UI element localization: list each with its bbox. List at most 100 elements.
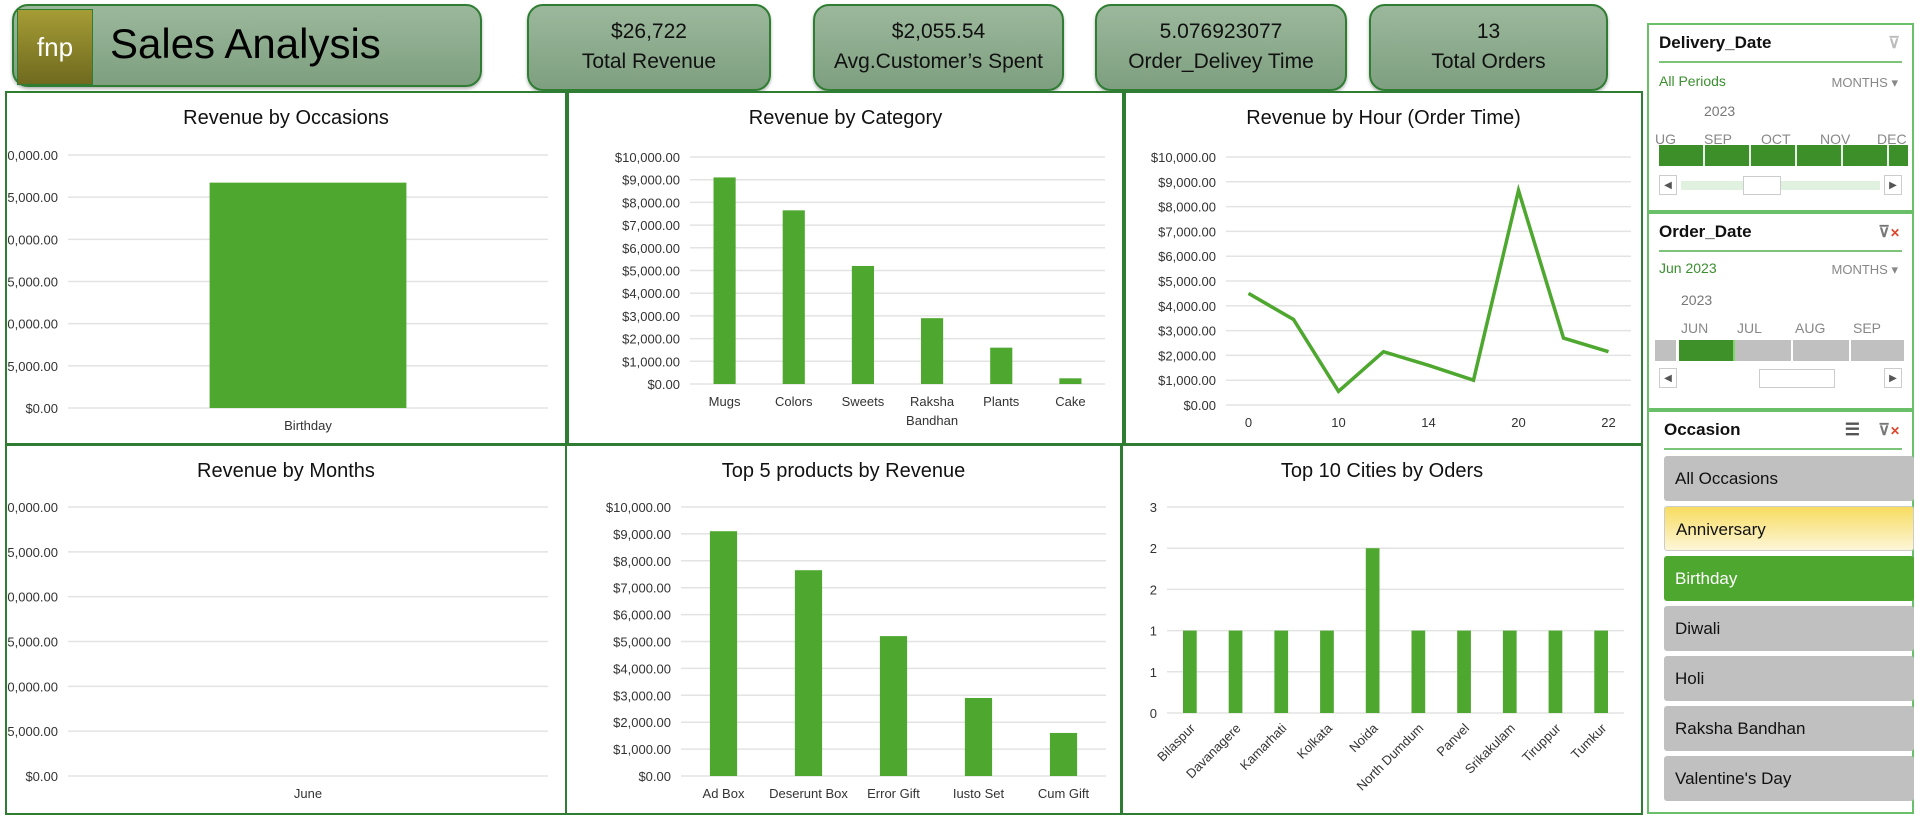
x-tick-label: 22 [1601,415,1615,430]
month-label: NOV [1820,131,1851,147]
chart-svg: $0.00 $1,000.00 $2,000.00 $3,000.00 $4,000.0… [1151,150,1631,430]
x-tick-label: Colors [775,394,813,409]
y-tick-label: $5,000.00 [622,264,680,279]
timeline-year: 2023 [1704,103,1736,119]
chart-top-products[interactable]: Top 5 products by Revenue $0.00 $1,000.00 $… [565,444,1122,815]
y-tick-label: $30,000.00 [7,148,58,163]
kpi-value: $2,055.54 [891,20,986,43]
x-tick-label: Kolkata [1294,720,1336,762]
x-tick-label-line: Raksha [910,394,955,409]
y-tick-label: $10,000.00 [7,317,58,332]
slicer-title: Occasion [1664,420,1741,439]
chart-revenue-by-category[interactable]: Revenue by Category $0.00 $1,000.00 $2,000.… [567,91,1124,445]
y-tick-label: $4,000.00 [1158,299,1216,314]
scroll-thumb[interactable] [1759,369,1835,388]
month-label: SEP [1704,131,1733,147]
bar [851,265,874,384]
slicer-order-date[interactable]: Order_Date ⊽✕ Jun 2023 MONTHS ▾ 2023 JUN … [1647,212,1914,410]
x-tick-label: Panvel [1433,720,1472,759]
month-label: AUG [1795,320,1826,336]
x-tick-label: Plants [983,394,1020,409]
y-tick-label: 2 [1150,582,1157,597]
y-tick-label: $10,000.00 [606,500,671,515]
y-tick-label: $1,000.00 [1158,373,1216,388]
clear-filter-icon[interactable]: ⊽✕ [1878,422,1900,439]
multi-select-icon[interactable]: ☰ [1844,420,1860,439]
scroll-right-icon[interactable]: ▶ [1884,368,1902,388]
timeline-scrollbar[interactable]: ◀ ▶ [1659,175,1902,195]
x-tick-label: 0 [1245,415,1252,430]
y-tick-label: $0.00 [25,769,58,784]
x-tick-label: Raksha Bandhan [906,394,958,428]
y-tick-label: $5,000.00 [7,359,58,374]
occasion-item[interactable]: Raksha Bandhan [1664,706,1914,751]
chart-revenue-by-hour[interactable]: Revenue by Hour (Order Time) $0.00 $1,000.… [1124,91,1643,445]
occasion-item[interactable]: Anniversary [1664,506,1914,551]
x-tick-label: Deserunt Box [769,786,848,801]
y-tick-label: $9,000.00 [1158,175,1216,190]
dropdown-arrow-icon: ▾ [1891,75,1898,90]
chart-revenue-by-occasions[interactable]: Revenue by Occasions $0.00 $5,000.00 $10,00… [5,91,567,445]
chart-title: Top 10 Cities by Oders [1280,460,1484,482]
slicer-header: Order_Date ⊽✕ [1659,222,1902,252]
x-tick-label: Tiruppur [1519,720,1564,765]
timeline-level-dropdown[interactable]: MONTHS ▾ [1832,262,1899,278]
scroll-right-icon[interactable]: ▶ [1884,175,1902,195]
chart-svg: $0.00 $1,000.00 $2,000.00 $3,000.00 $4,000.0… [606,500,1106,801]
kpi-label: Total Orders [1431,50,1546,73]
y-tick-label: $15,000.00 [7,275,58,290]
chart-top-cities[interactable]: Top 10 Cities by Oders 0 1 1 2 2 3 Bilaspur Dava… [1121,444,1643,815]
chart-svg: $0.00 $1,000.00 $2,000.00 $3,000.00 $4,000.0… [615,150,1105,428]
timeline-bar[interactable] [1655,340,1904,361]
kpi-label: Total Revenue [581,50,717,73]
scroll-left-icon[interactable]: ◀ [1659,368,1677,388]
y-tick-label: $8,000.00 [613,554,671,569]
month-label: UG [1655,131,1676,147]
timeline-level-dropdown[interactable]: MONTHS ▾ [1832,75,1899,91]
y-tick-label: $5,000.00 [7,724,58,739]
timeline-bar[interactable] [1659,145,1908,166]
scroll-left-icon[interactable]: ◀ [1659,175,1677,195]
occasion-item[interactable]: Birthday [1664,556,1914,601]
y-tick-label: $4,000.00 [622,286,680,301]
slicer-header: Occasion ☰ ⊽✕ [1664,420,1902,450]
y-tick-label: $6,000.00 [622,241,680,256]
y-tick-label: $3,000.00 [613,688,671,703]
y-tick-label: $7,000.00 [1158,224,1216,239]
x-tick-label: Sweets [842,394,885,409]
kpi-total-revenue: $26,722 Total Revenue [527,4,771,91]
bar [921,318,944,384]
slicer-delivery-date[interactable]: Delivery_Date ⊽ All Periods MONTHS ▾ 2023… [1647,23,1914,212]
x-tick-label: Noida [1346,720,1381,755]
occasion-item[interactable]: Holi [1664,656,1914,701]
chart-svg: $0.00 $5,000.00 $10,000.00 $15,000.00 $20,00… [7,500,548,801]
clear-filter-icon[interactable]: ⊽✕ [1878,224,1900,241]
bar [782,210,805,384]
y-tick-label: 1 [1150,624,1157,639]
month-label: JUL [1737,320,1762,336]
scroll-thumb[interactable] [1743,176,1781,195]
y-tick-label: $20,000.00 [7,232,58,247]
kpi-label: Avg.Customer’s Spent [834,50,1043,73]
occasion-item[interactable]: All Occasions [1664,456,1914,501]
clear-filter-icon[interactable]: ⊽ [1888,35,1900,52]
bar [964,697,993,776]
occasion-item[interactable]: Diwali [1664,606,1914,651]
y-tick-label: $25,000.00 [7,190,58,205]
y-tick-label: $0.00 [25,401,58,416]
occasion-item[interactable]: Valentine's Day [1664,756,1914,801]
month-label: SEP [1853,320,1882,336]
chart-title: Revenue by Hour (Order Time) [1246,107,1521,129]
y-tick-label: $25,000.00 [7,545,58,560]
slicer-occasion[interactable]: Occasion ☰ ⊽✕ All Occasions Anniversary Bi… [1647,410,1914,814]
chart-revenue-by-months[interactable]: Revenue by Months $0.00 $5,000.00 $10,000.0… [5,444,567,815]
timeline-scrollbar[interactable]: ◀ ▶ [1659,368,1902,388]
y-tick-label: $20,000.00 [7,590,58,605]
bar [713,177,736,384]
kpi-value: 5.076923077 [1159,20,1283,43]
x-tick-label: 10 [1331,415,1345,430]
bar [1182,630,1197,713]
x-tick-label-line: Bandhan [906,413,958,428]
x-tick-label: Bilaspur [1154,720,1198,764]
y-tick-label: $0.00 [638,769,671,784]
